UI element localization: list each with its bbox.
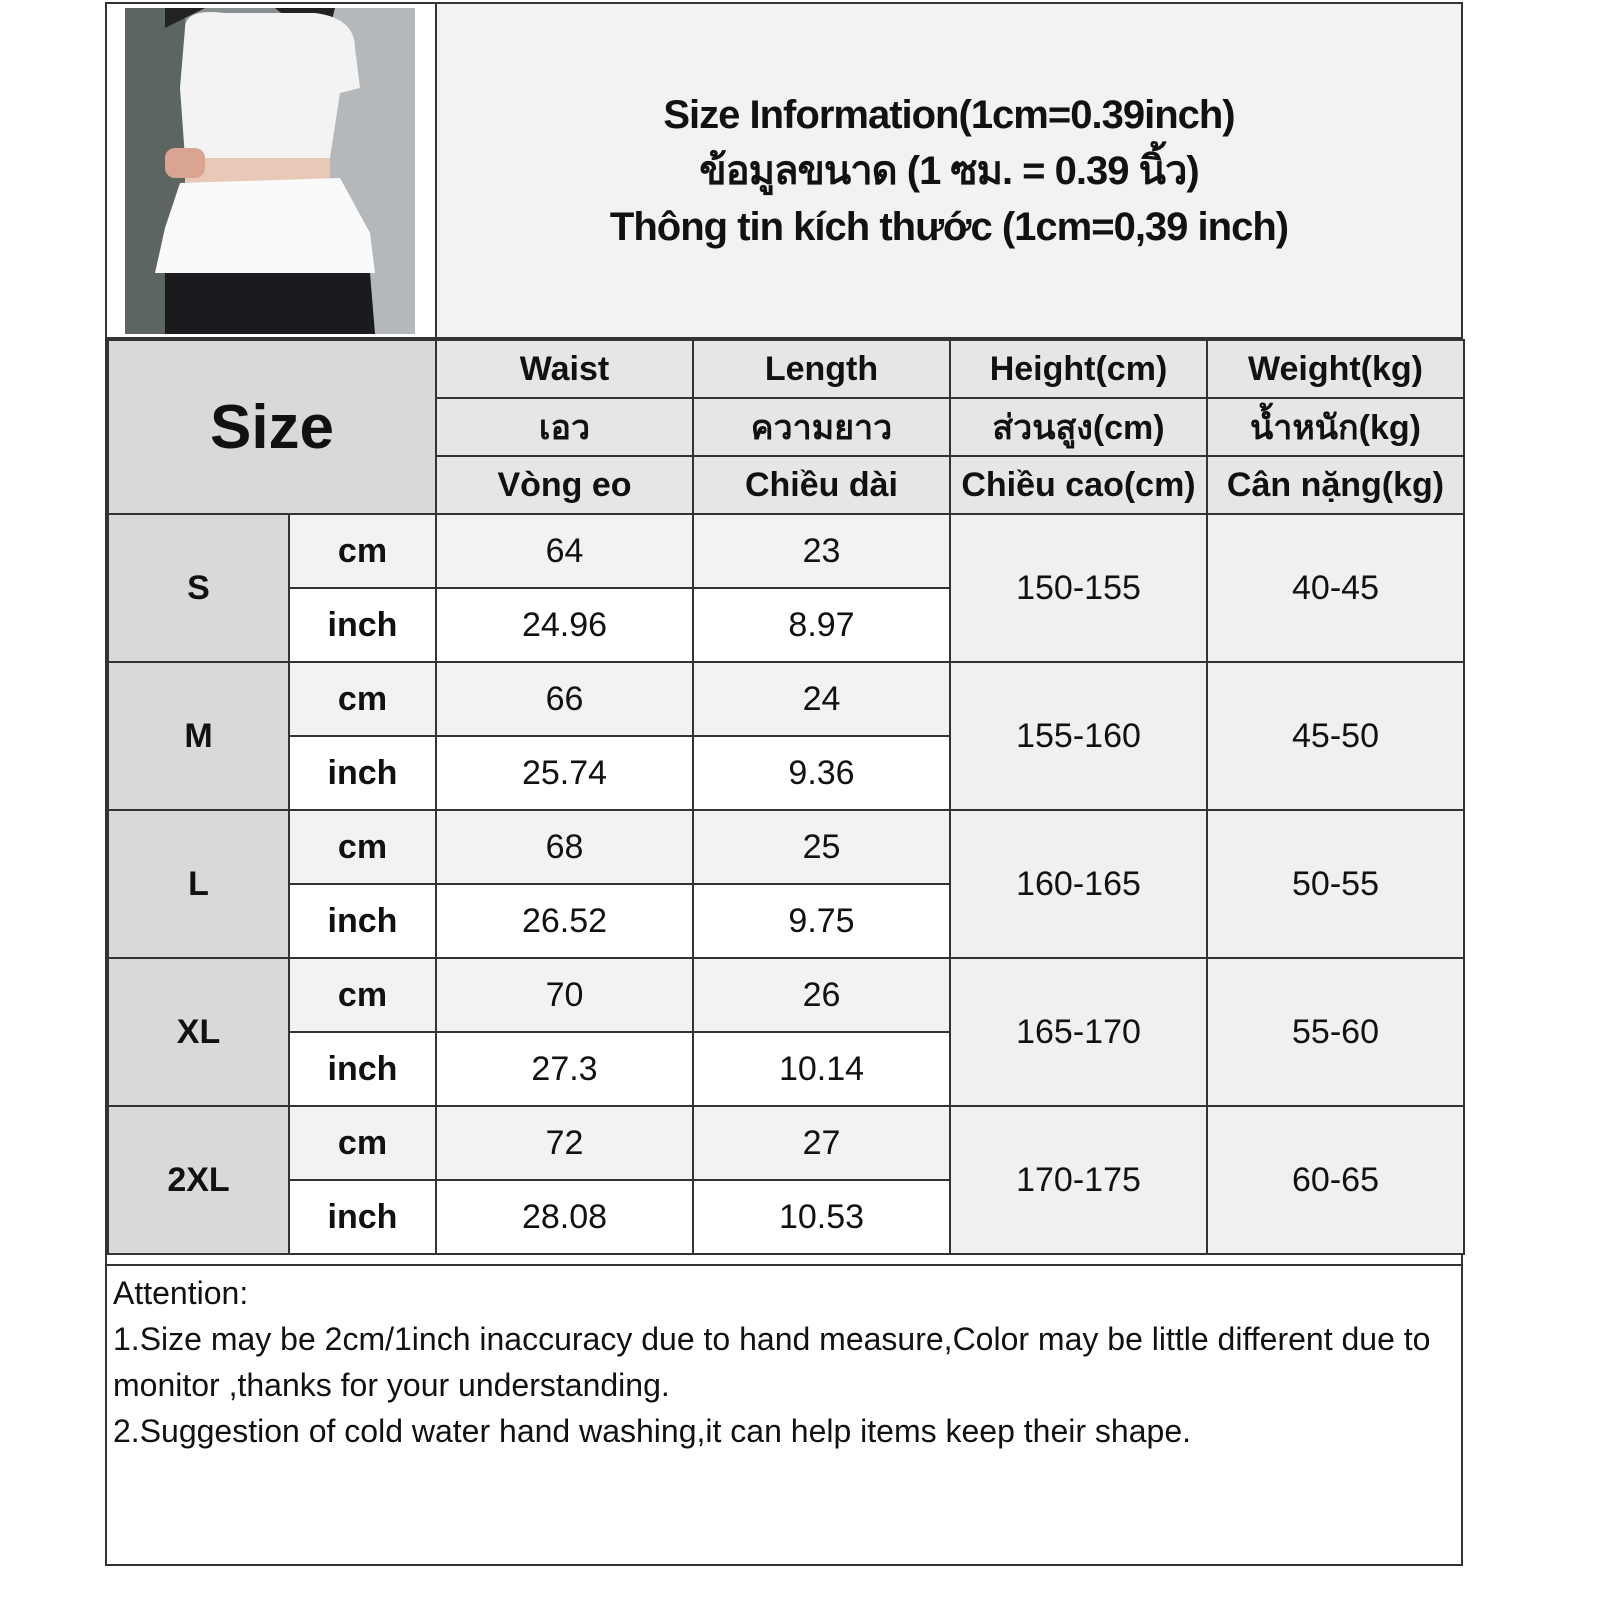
size-label: S: [107, 513, 290, 663]
size-chart: Size Information(1cm=0.39inch) ข้อมูลขนา…: [105, 2, 1465, 1566]
weight-range: 60-65: [1206, 1105, 1465, 1255]
col-waist-th: เอว: [435, 397, 694, 457]
waist-inch: 26.52: [435, 883, 694, 959]
unit-cm: cm: [288, 513, 437, 589]
table-row: M cm 66 24 155-160 45-50: [107, 661, 1465, 811]
header-row-th: เอว ความยาว ส่วนสูง(cm) น้ำหนัก(kg): [108, 397, 1465, 457]
title-vietnamese: Thông tin kích thước (1cm=0,39 inch): [609, 204, 1289, 249]
size-table: Size Waist Length Height(cm) Weight(kg) …: [107, 339, 1465, 1255]
table-row: inch 24.96 8.97: [108, 587, 1464, 663]
waist-cm: 70: [435, 957, 694, 1033]
title-english: Size Information(1cm=0.39inch): [663, 92, 1235, 137]
weight-range: 40-45: [1206, 513, 1465, 663]
col-waist-vi: Vòng eo: [435, 455, 694, 515]
size-label: 2XL: [107, 1105, 290, 1255]
header-section: Size Information(1cm=0.39inch) ข้อมูลขนา…: [107, 4, 1461, 340]
unit-inch: inch: [288, 587, 437, 663]
waist-inch: 28.08: [435, 1179, 694, 1255]
product-photo: [107, 4, 437, 337]
header-row-en: Size Waist Length Height(cm) Weight(kg): [107, 339, 1465, 515]
waist-inch: 24.96: [435, 587, 694, 663]
size-header: Size: [107, 339, 437, 515]
height-range: 165-170: [949, 957, 1208, 1107]
col-weight-vi: Cân nặng(kg): [1206, 455, 1465, 515]
weight-range: 55-60: [1206, 957, 1465, 1107]
length-inch: 10.14: [692, 1031, 951, 1107]
length-inch: 9.36: [692, 735, 951, 811]
height-range: 170-175: [949, 1105, 1208, 1255]
note-2: 2.Suggestion of cold water hand washing,…: [113, 1413, 1191, 1449]
unit-inch: inch: [288, 883, 437, 959]
waist-inch: 27.3: [435, 1031, 694, 1107]
table-row: S cm 64 23 150-155 40-45: [107, 513, 1465, 663]
title-thai: ข้อมูลขนาด (1 ซม. = 0.39 นิ้ว): [699, 148, 1199, 193]
attention-notes: Attention: 1.Size may be 2cm/1inch inacc…: [107, 1264, 1461, 1458]
notes-heading: Attention:: [113, 1275, 249, 1311]
length-inch: 8.97: [692, 587, 951, 663]
unit-inch: inch: [288, 1031, 437, 1107]
unit-inch: inch: [288, 735, 437, 811]
table-row: 2XL cm 72 27 170-175 60-65: [107, 1105, 1465, 1255]
unit-inch: inch: [288, 1179, 437, 1255]
unit-cm: cm: [288, 1105, 437, 1181]
length-inch: 9.75: [692, 883, 951, 959]
col-weight-th: น้ำหนัก(kg): [1206, 397, 1465, 457]
table-row: XL cm 70 26 165-170 55-60: [107, 957, 1465, 1107]
unit-cm: cm: [288, 661, 437, 737]
length-cm: 26: [692, 957, 951, 1033]
header-row-vi: Vòng eo Chiều dài Chiều cao(cm) Cân nặng…: [108, 455, 1465, 515]
length-inch: 10.53: [692, 1179, 951, 1255]
col-height-en: Height(cm): [949, 339, 1208, 399]
col-length-en: Length: [692, 339, 951, 399]
height-range: 150-155: [949, 513, 1208, 663]
waist-cm: 72: [435, 1105, 694, 1181]
table-row: inch 27.3 10.14: [108, 1031, 1464, 1107]
weight-range: 50-55: [1206, 809, 1465, 959]
waist-inch: 25.74: [435, 735, 694, 811]
note-1: 1.Size may be 2cm/1inch inaccuracy due t…: [113, 1321, 1431, 1403]
col-weight-en: Weight(kg): [1206, 339, 1465, 399]
size-info-title: Size Information(1cm=0.39inch) ข้อมูลขนา…: [437, 4, 1461, 337]
col-length-vi: Chiều dài: [692, 455, 951, 515]
unit-cm: cm: [288, 957, 437, 1033]
table-row: inch 26.52 9.75: [108, 883, 1464, 959]
col-height-vi: Chiều cao(cm): [949, 455, 1208, 515]
height-range: 160-165: [949, 809, 1208, 959]
waist-cm: 66: [435, 661, 694, 737]
table-row: inch 28.08 10.53: [108, 1179, 1464, 1255]
height-range: 155-160: [949, 661, 1208, 811]
length-cm: 27: [692, 1105, 951, 1181]
size-label: L: [107, 809, 290, 959]
table-row: inch 25.74 9.36: [108, 735, 1464, 811]
weight-range: 45-50: [1206, 661, 1465, 811]
col-length-th: ความยาว: [692, 397, 951, 457]
length-cm: 25: [692, 809, 951, 885]
table-row: L cm 68 25 160-165 50-55: [107, 809, 1465, 959]
col-waist-en: Waist: [435, 339, 694, 399]
length-cm: 24: [692, 661, 951, 737]
length-cm: 23: [692, 513, 951, 589]
waist-cm: 64: [435, 513, 694, 589]
col-height-th: ส่วนสูง(cm): [949, 397, 1208, 457]
unit-cm: cm: [288, 809, 437, 885]
waist-cm: 68: [435, 809, 694, 885]
size-label: M: [107, 661, 290, 811]
size-label: XL: [107, 957, 290, 1107]
